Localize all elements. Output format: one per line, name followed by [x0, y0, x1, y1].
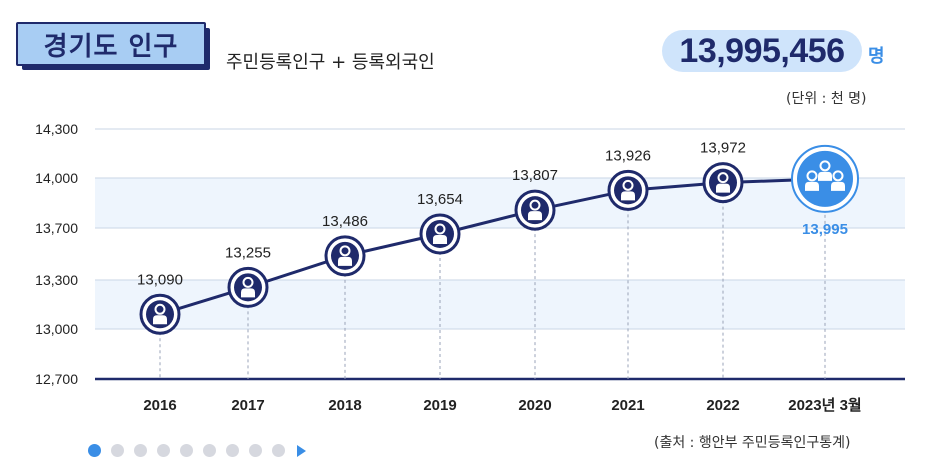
x-tick-label: 2023년 3월 [788, 397, 861, 414]
play-icon[interactable] [297, 444, 306, 457]
y-tick-label: 13,300 [35, 272, 78, 288]
y-tick-label: 12,700 [35, 371, 78, 387]
person-icon [241, 276, 255, 298]
data-label: 13,995 [802, 221, 848, 238]
pager-dot[interactable] [134, 444, 147, 457]
person-icon [621, 179, 635, 201]
x-tick-label: 2018 [328, 397, 361, 414]
pager-dot[interactable] [226, 444, 239, 457]
source-note: (출처 : 행안부 주민등록인구통계) [654, 435, 851, 451]
data-label: 13,972 [700, 140, 746, 157]
group-person-icon [805, 170, 819, 191]
y-tick-label: 14,300 [35, 121, 78, 137]
grid-band [95, 280, 905, 329]
person-icon [716, 172, 730, 193]
data-label: 13,807 [512, 167, 558, 184]
group-person-icon [831, 170, 845, 191]
data-label: 13,090 [137, 271, 183, 288]
x-tick-label: 2021 [611, 397, 644, 414]
data-label: 13,654 [417, 191, 463, 208]
x-tick-label: 2022 [706, 397, 739, 414]
data-label: 13,255 [225, 244, 271, 261]
pager-dot[interactable] [272, 444, 285, 457]
person-icon [338, 245, 352, 266]
grid-band [95, 178, 905, 228]
person-icon [153, 303, 167, 325]
title-box: 경기도 인구 [16, 22, 212, 72]
pager-dot[interactable] [180, 444, 193, 457]
x-tick-label: 2020 [518, 397, 551, 414]
x-tick-label: 2019 [423, 397, 456, 414]
data-label: 13,486 [322, 213, 368, 230]
y-tick-label: 13,700 [35, 220, 78, 236]
pager-dot[interactable] [249, 444, 262, 457]
x-tick-label: 2016 [143, 397, 176, 414]
subtitle: 주민등록인구 + 등록외국인 [226, 52, 435, 73]
person-icon [433, 223, 447, 244]
pager-dot[interactable] [111, 444, 124, 457]
y-tick-label: 13,000 [35, 321, 78, 337]
pager-dot[interactable] [203, 444, 216, 457]
data-label: 13,926 [605, 147, 651, 164]
unit-note: (단위 : 천 명) [786, 91, 867, 107]
total-population: 13,995,456 [662, 30, 862, 72]
page-title: 경기도 인구 [16, 22, 206, 66]
person-icon [528, 199, 542, 221]
y-tick-label: 14,000 [35, 170, 78, 186]
group-person-icon [818, 160, 832, 181]
pager [88, 444, 306, 457]
pager-dot[interactable] [157, 444, 170, 457]
total-unit: 명 [868, 46, 885, 67]
pager-dot[interactable] [88, 444, 101, 457]
x-tick-label: 2017 [231, 397, 264, 414]
